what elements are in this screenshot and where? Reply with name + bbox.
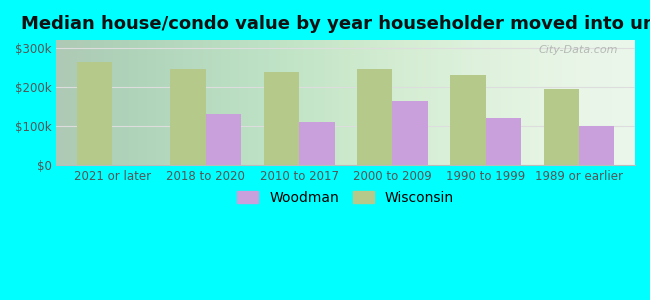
Bar	[450, 75, 486, 165]
Bar	[357, 69, 393, 165]
Title: Median house/condo value by year householder moved into unit: Median house/condo value by year househo…	[21, 15, 650, 33]
Bar	[77, 61, 112, 165]
Legend: Woodman, Wisconsin: Woodman, Wisconsin	[232, 185, 460, 210]
Bar	[264, 73, 299, 165]
Bar	[393, 100, 428, 165]
Bar	[206, 114, 241, 165]
Text: City-Data.com: City-Data.com	[538, 45, 617, 55]
Bar	[486, 118, 521, 165]
Bar	[170, 69, 206, 165]
Bar	[543, 89, 579, 165]
Bar	[579, 126, 614, 165]
Bar	[299, 122, 335, 165]
